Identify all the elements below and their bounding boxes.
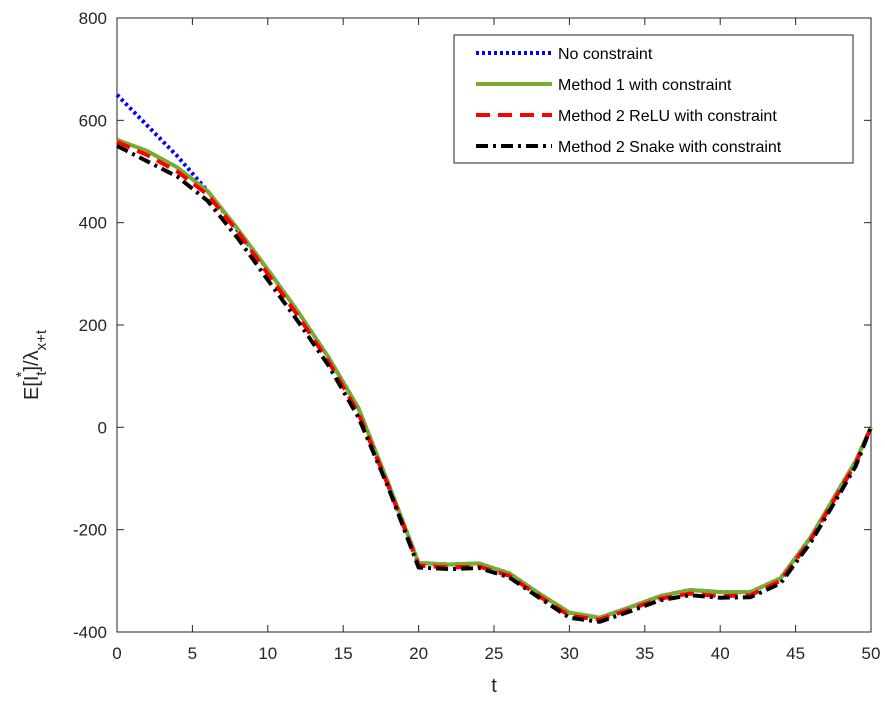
y-axis-label-subscript-x-plus-t: x+t: [33, 329, 50, 350]
y-axis-label-main: E[I: [21, 376, 43, 400]
x-tick-label: 30: [560, 644, 579, 663]
y-tick-label: 800: [79, 9, 107, 28]
y-axis-label-subscript-t: t: [33, 371, 50, 376]
y-tick-label: 400: [79, 214, 107, 233]
series-line-3: [116, 139, 873, 622]
y-tick-label: -200: [73, 521, 107, 540]
legend: No constraint Method 1 with constraint Met…: [453, 34, 854, 164]
y-tick-label: 0: [98, 418, 107, 437]
x-tick-label: 25: [485, 644, 504, 663]
y-axis-label-mid: ]/λ: [21, 350, 43, 371]
y-tick-label: -400: [73, 623, 107, 642]
y-axis-label-superscript-star: *: [13, 371, 30, 377]
x-axis-label: t: [491, 675, 497, 697]
legend-label-3: Method 2 ReLU with constraint: [558, 108, 777, 125]
x-tick-label: 20: [409, 644, 428, 663]
legend-label-4: Method 2 Snake with constraint: [558, 139, 782, 156]
x-tick-label: 5: [188, 644, 197, 663]
series-line-4: [116, 144, 873, 624]
y-tick-label: 600: [79, 111, 107, 130]
legend-label-1: No constraint: [558, 46, 653, 63]
y-tick-label: 200: [79, 316, 107, 335]
x-tick-label: 35: [635, 644, 654, 663]
x-tick-label: 0: [112, 644, 121, 663]
y-axis-label: E[It*]/λx+t: [13, 329, 50, 400]
x-tick-label: 50: [862, 644, 881, 663]
x-tick-label: 10: [258, 644, 277, 663]
legend-box: [453, 34, 854, 164]
x-tick-label: 45: [786, 644, 805, 663]
axis-ticks: 0 5 10 15 20 25 30 35 40 45 50 -400 -200 0 200 400 600 80…: [73, 9, 880, 663]
x-tick-label: 15: [334, 644, 353, 663]
series-layer: [115, 93, 873, 624]
legend-label-2: Method 1 with constraint: [558, 77, 732, 94]
x-tick-label: 40: [711, 644, 730, 663]
